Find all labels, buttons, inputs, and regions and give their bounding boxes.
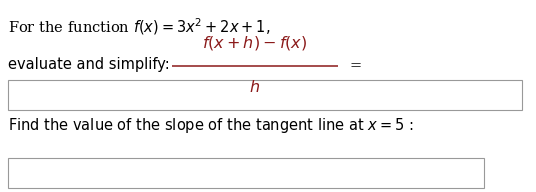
Text: =: = xyxy=(350,59,362,73)
Text: $f(x + h) - f(x)$: $f(x + h) - f(x)$ xyxy=(203,34,308,52)
Text: $h$: $h$ xyxy=(249,79,260,96)
Text: For the function $f(x) = 3x^2 + 2x + 1,$: For the function $f(x) = 3x^2 + 2x + 1,$ xyxy=(8,16,270,37)
FancyBboxPatch shape xyxy=(8,80,522,110)
Text: evaluate and simplify:: evaluate and simplify: xyxy=(8,56,170,71)
Text: Find the value of the slope of the tangent line at $x = 5$ :: Find the value of the slope of the tange… xyxy=(8,116,413,135)
FancyBboxPatch shape xyxy=(8,158,484,188)
